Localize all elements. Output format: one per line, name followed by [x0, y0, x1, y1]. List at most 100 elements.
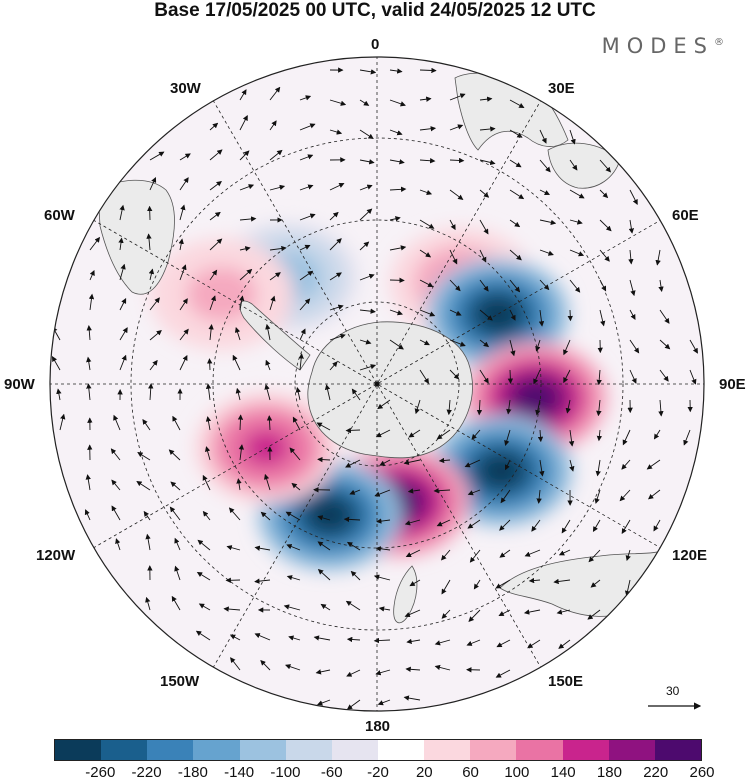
wind-arrow — [405, 549, 421, 558]
wind-arrow — [622, 429, 631, 446]
wind-arrow — [539, 279, 550, 291]
wind-arrow — [419, 219, 435, 229]
wind-arrow — [174, 565, 181, 581]
wind-arrow — [239, 216, 257, 222]
wind-arrow — [449, 189, 464, 200]
wind-arrow — [569, 159, 578, 171]
wind-arrow — [265, 359, 271, 371]
wind-arrow — [539, 159, 551, 173]
wind-arrow — [659, 309, 670, 324]
wind-arrow — [449, 124, 464, 131]
wind-arrow — [561, 519, 571, 534]
wind-arrow — [351, 388, 361, 401]
colorbar-swatch — [193, 740, 240, 760]
wind-arrow — [436, 429, 451, 440]
wind-arrow — [317, 515, 331, 521]
colorbar-swatch — [424, 740, 471, 760]
wind-arrow — [389, 129, 403, 136]
wind-arrow — [537, 429, 544, 443]
wind-arrow — [655, 249, 661, 266]
wind-arrow — [689, 369, 697, 385]
wind-arrow — [113, 414, 121, 431]
wind-arrow — [359, 159, 375, 165]
wind-arrow — [346, 541, 361, 551]
wind-arrow — [269, 245, 287, 252]
wind-arrow — [142, 418, 151, 431]
wind-arrow — [329, 99, 347, 106]
colorbar-swatch — [285, 740, 332, 760]
wind-arrow — [295, 387, 301, 401]
wind-arrow — [179, 153, 191, 161]
colorbar-swatch — [516, 740, 563, 760]
wind-arrow — [689, 339, 698, 354]
wind-arrow — [174, 537, 181, 551]
wind-arrow — [329, 211, 339, 221]
wind-arrow — [89, 269, 95, 281]
wind-arrow — [226, 545, 241, 551]
wind-arrow — [260, 659, 271, 671]
wind-arrow — [539, 129, 547, 144]
wind-arrow — [375, 669, 391, 676]
wind-arrow — [479, 189, 490, 198]
colorbar-tick-label: 260 — [689, 764, 715, 781]
wind-arrow — [59, 413, 66, 431]
wind-arrow — [509, 219, 521, 228]
wind-arrow — [377, 399, 391, 410]
wind-arrow — [209, 269, 218, 281]
wind-arrow — [197, 539, 211, 551]
wind-arrow — [260, 511, 271, 521]
wind-arrow — [119, 297, 127, 311]
wind-arrow — [467, 489, 481, 496]
wind-arrow — [359, 308, 376, 314]
wind-arrow — [223, 606, 241, 612]
wind-arrow — [239, 150, 250, 161]
wind-arrow — [254, 578, 271, 584]
wind-arrow — [553, 578, 571, 585]
wind-arrow — [230, 657, 241, 671]
wind-arrow — [509, 99, 525, 108]
wind-arrow — [479, 126, 496, 132]
wind-arrow — [345, 427, 361, 434]
wind-arrow — [317, 541, 331, 551]
wind-arrow — [269, 184, 286, 191]
wind-arrow — [389, 159, 405, 165]
wind-arrow — [234, 327, 241, 341]
wind-arrow — [563, 339, 571, 356]
wind-arrow — [504, 459, 511, 471]
wind-arrow — [509, 339, 516, 357]
wind-arrow — [119, 263, 126, 281]
wind-arrow — [507, 369, 514, 384]
wind-arrow — [329, 129, 343, 135]
positive-anomaly — [513, 380, 559, 416]
wind-arrow — [449, 309, 462, 316]
wind-arrow — [195, 630, 211, 641]
wind-arrow — [359, 69, 377, 75]
wind-arrow — [409, 579, 421, 587]
colorbar-tick-label: -100 — [270, 764, 301, 781]
colorbar-swatch — [608, 740, 655, 760]
wind-arrow — [624, 579, 631, 597]
wind-arrow — [500, 489, 511, 504]
wind-arrow — [377, 699, 391, 706]
wind-arrow — [659, 369, 669, 382]
wind-arrow — [419, 309, 436, 317]
wind-arrow — [599, 189, 609, 199]
wind-arrow — [509, 309, 516, 321]
wind-arrow — [524, 549, 541, 557]
wind-arrow — [479, 279, 489, 292]
wind-arrow — [653, 429, 661, 440]
wind-arrow — [209, 238, 223, 251]
wind-arrow — [346, 636, 361, 643]
colorbar-swatch — [654, 740, 701, 760]
wind-arrow — [299, 270, 314, 281]
wind-arrow — [179, 177, 189, 191]
wind-arrow — [436, 519, 451, 527]
wind-arrow — [346, 669, 361, 677]
lon-label-90e: 90E — [719, 376, 746, 393]
wind-arrow — [317, 699, 331, 706]
wind-arrow — [345, 600, 361, 611]
wind-arrow — [264, 384, 271, 401]
wind-arrow — [408, 429, 421, 438]
wind-arrow — [179, 298, 188, 311]
wind-arrow — [587, 609, 601, 620]
